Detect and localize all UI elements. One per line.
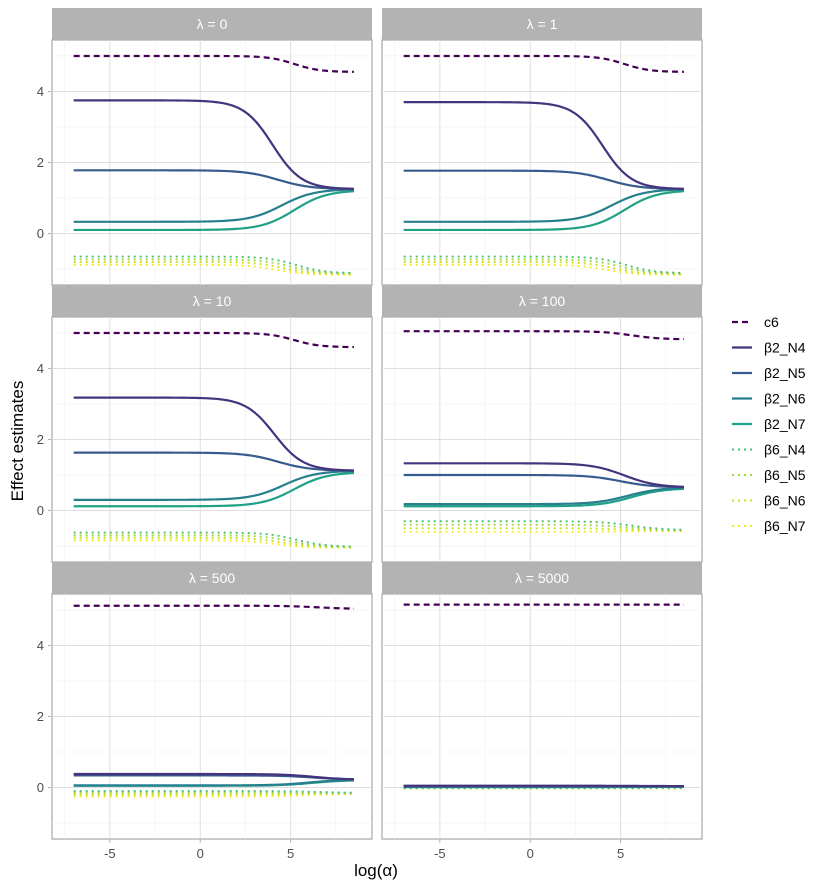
series-line-β2_N6: [73, 470, 354, 501]
series-line-β2_N5: [403, 473, 684, 489]
legend-item: β2_N7: [732, 416, 806, 432]
series-line-β6_N5: [73, 258, 354, 275]
y-axis-title: Effect estimates: [8, 381, 27, 502]
x-tick-label: 5: [617, 846, 624, 861]
panel-lambda-10: λ = 10 0 2 4: [37, 285, 373, 563]
x-axis-title: log(α): [354, 861, 398, 880]
y-tick-label: 2: [37, 709, 44, 724]
panel-lambda-1: λ = 1: [381, 8, 703, 286]
panel-lambda-500: λ = 500 0 2 4 -5 0 5: [37, 562, 373, 861]
facet-strip: [52, 8, 372, 40]
x-tick-label: 0: [197, 846, 204, 861]
series-line-β6_N7: [73, 263, 354, 276]
legend-item: β2_N4: [732, 340, 806, 356]
series-line-β2_N4: [73, 772, 354, 781]
series-line-β2_N4: [73, 99, 354, 190]
series-line-c6: [403, 330, 684, 341]
legend-label: β6_N6: [764, 493, 806, 509]
x-tick-label: 5: [287, 846, 294, 861]
series-line-β2_N4: [73, 396, 354, 472]
legend-item: β6_N5: [732, 467, 806, 483]
legend-label: β2_N7: [764, 416, 806, 432]
x-tick-label: 0: [527, 846, 534, 861]
panel-lambda-5000: λ = 5000 -5 0 5: [381, 562, 703, 861]
series-line-β2_N6: [73, 778, 354, 787]
y-tick-label: 4: [37, 84, 44, 99]
series-line-c6: [403, 54, 684, 73]
facet-strip: [382, 8, 702, 40]
facet-strip: [382, 285, 702, 317]
legend-label: β2_N4: [764, 340, 806, 356]
series-line-β6_N4: [73, 255, 354, 274]
y-tick-label: 4: [37, 361, 44, 376]
facet-strip: [52, 562, 372, 594]
series-line-c6: [73, 54, 354, 73]
legend-label: β6_N5: [764, 467, 806, 483]
legend-item: β2_N5: [732, 365, 806, 381]
series-line-c6: [73, 331, 354, 349]
legend-item: c6: [732, 314, 779, 330]
legend-item: β6_N7: [732, 518, 806, 534]
y-tick-label: 2: [37, 155, 44, 170]
series-line-β6_N5: [73, 534, 354, 548]
facet-strip: [52, 285, 372, 317]
series-line-β6_N5: [403, 258, 684, 275]
panel-lambda-100: λ = 100: [381, 285, 703, 563]
legend-label: β6_N7: [764, 518, 806, 534]
facet-strip-label: λ = 100: [519, 293, 566, 309]
series-line-β2_N5: [403, 169, 684, 191]
series-line-β2_N4: [403, 462, 684, 488]
series-line-β6_N6: [73, 536, 354, 549]
legend-label: β6_N4: [764, 442, 806, 458]
y-tick-label: 0: [37, 226, 44, 241]
series-line-β2_N7: [403, 487, 684, 508]
x-tick-label: -5: [434, 846, 446, 861]
x-tick-label: -5: [104, 846, 116, 861]
panel-lambda-0: λ = 0 0 2 4: [37, 8, 373, 286]
series-line-β2_N5: [73, 451, 354, 472]
legend-item: β2_N6: [732, 391, 806, 407]
series-line-β2_N6: [403, 486, 684, 506]
legend-label: c6: [764, 314, 779, 330]
series-line-β2_N7: [403, 190, 684, 232]
series-line-β6_N6: [73, 260, 354, 276]
facet-strip: [382, 562, 702, 594]
legend-label: β2_N6: [764, 391, 806, 407]
facet-strip-label: λ = 500: [189, 570, 236, 586]
legend: c6 β2_N4 β2_N5 β2_N6 β2_N7 β6_N4 β6_N5 β6_N6 β6_…: [732, 314, 806, 534]
series-line-β2_N7: [73, 471, 354, 508]
series-line-β2_N7: [73, 190, 354, 232]
facet-strip-label: λ = 5000: [515, 570, 569, 586]
legend-item: β6_N6: [732, 493, 806, 509]
series-line-β6_N6: [403, 260, 684, 276]
legend-label: β2_N5: [764, 365, 806, 381]
series-line-β2_N5: [73, 169, 354, 191]
facet-strip-label: λ = 10: [193, 293, 232, 309]
series-line-β2_N6: [73, 188, 354, 223]
y-tick-label: 0: [37, 503, 44, 518]
y-tick-label: 4: [37, 638, 44, 653]
series-line-β6_N7: [403, 263, 684, 276]
series-line-β2_N6: [403, 188, 684, 223]
facet-strip-label: λ = 0: [197, 16, 228, 32]
facet-strip-label: λ = 1: [527, 16, 558, 32]
series-line-β6_N4: [73, 531, 354, 548]
series-line-c6: [73, 604, 354, 610]
y-tick-label: 2: [37, 432, 44, 447]
series-line-β2_N4: [403, 101, 684, 190]
legend-item: β6_N4: [732, 442, 806, 458]
y-tick-label: 0: [37, 780, 44, 795]
series-line-β6_N4: [403, 255, 684, 274]
